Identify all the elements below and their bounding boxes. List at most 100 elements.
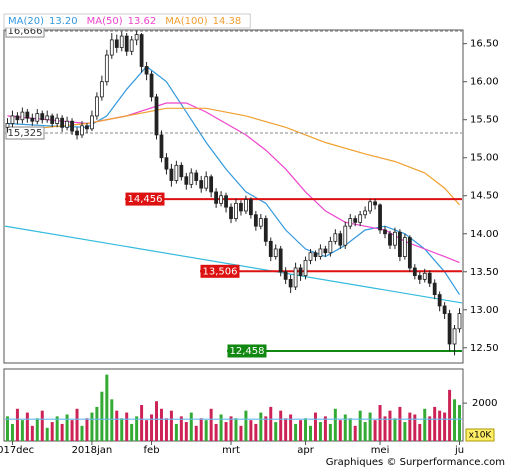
candle-body <box>159 134 164 159</box>
candle-body <box>303 259 308 276</box>
volume-bar <box>150 414 154 441</box>
candle-body <box>234 202 238 219</box>
level-label-box <box>227 344 267 358</box>
candle-body <box>90 115 94 130</box>
volume-bar <box>388 410 392 441</box>
candle-body <box>224 195 228 208</box>
candle-body <box>248 199 253 216</box>
volume-bar <box>453 399 457 441</box>
volume-bar <box>299 420 303 441</box>
volume-bar <box>20 420 24 441</box>
candle-body <box>244 199 248 212</box>
candle-body <box>427 272 432 284</box>
volume-bar <box>140 405 144 441</box>
volume-bar <box>403 422 407 441</box>
candle-body <box>85 125 89 130</box>
candle-body <box>184 176 189 185</box>
volume-bar <box>418 423 422 441</box>
volume-panel <box>3 368 464 442</box>
volume-bar <box>413 414 417 441</box>
candle-body <box>293 267 298 288</box>
candle-body <box>174 164 179 181</box>
volume-bar <box>45 427 49 441</box>
y-tick-label: 14.00 <box>470 229 499 240</box>
volume-bar <box>80 425 84 441</box>
y-tick-label: 15.50 <box>470 115 499 126</box>
volume-bar <box>100 391 104 441</box>
candle-body <box>45 115 50 121</box>
candle-body <box>348 218 353 227</box>
volume-bar <box>199 418 203 441</box>
x-tick-label: 2018jan <box>72 445 113 456</box>
volume-bar <box>284 418 288 441</box>
volume-bar <box>313 412 317 441</box>
candle-body <box>95 96 99 117</box>
candle-body <box>35 113 40 122</box>
volume-bar <box>169 410 173 441</box>
volume-bar <box>125 412 129 441</box>
candle-body <box>134 34 139 41</box>
volume-bar <box>408 412 412 441</box>
x-tick-label: apr <box>297 445 314 456</box>
y-tick-label: 16.00 <box>470 77 499 88</box>
candle-body <box>60 117 65 128</box>
candle-body <box>144 66 149 75</box>
candle-body <box>30 117 35 122</box>
volume-bar <box>174 423 178 441</box>
candle-body <box>109 39 114 56</box>
legend-value: 13.20 <box>49 16 78 27</box>
level-label-box <box>200 264 240 278</box>
volume-bar <box>10 423 14 441</box>
price-panel <box>3 29 464 364</box>
candle-body <box>388 233 392 246</box>
volume-bar <box>95 406 99 441</box>
candle-body <box>333 233 338 242</box>
volume-bar <box>279 410 283 441</box>
volume-bar <box>60 423 64 441</box>
candle-body <box>358 214 363 223</box>
volume-bar <box>363 422 367 441</box>
x-tick-label: mei <box>371 445 390 456</box>
level-label: 14,456 <box>128 194 163 205</box>
volume-bar <box>179 416 183 441</box>
volume-bar <box>239 425 243 441</box>
x-tick-label: 2017dec <box>0 445 34 456</box>
candle-body <box>263 218 268 242</box>
volume-bar <box>433 406 437 441</box>
level-label: 13,506 <box>203 266 238 277</box>
candle-body <box>5 123 10 128</box>
level-label: 15,325 <box>8 128 43 139</box>
volume-bar <box>373 420 377 441</box>
volume-bar <box>368 412 372 441</box>
volume-bar <box>65 414 69 441</box>
candle-body <box>149 73 154 98</box>
candle-body <box>363 210 368 216</box>
candle-body <box>318 248 323 257</box>
volume-bar <box>35 418 39 441</box>
candle-body <box>288 278 293 288</box>
volume-bar <box>164 418 168 441</box>
candle-body <box>139 34 144 67</box>
candle-body <box>283 271 288 280</box>
legend-value: 14.38 <box>213 16 242 27</box>
candle-body <box>343 225 348 246</box>
candle-body <box>373 201 377 206</box>
y-tick-label: 14.50 <box>470 191 499 202</box>
candle-body <box>457 313 462 330</box>
candle-body <box>452 328 457 345</box>
candle-body <box>10 115 15 124</box>
volume-bar <box>304 418 308 441</box>
volume-tick-label: 2000 <box>472 398 497 409</box>
candle-body <box>169 168 174 181</box>
candle-body <box>273 248 278 257</box>
level-label: 12,458 <box>230 346 265 357</box>
trendline <box>4 225 463 304</box>
candle-body <box>229 206 233 219</box>
volume-bar <box>55 416 59 441</box>
volume-bar <box>50 422 54 441</box>
volume-bar <box>244 410 248 441</box>
candle-body <box>25 111 30 119</box>
level-label-box <box>125 192 165 206</box>
candle-body <box>383 229 387 235</box>
candle-body <box>253 214 258 227</box>
